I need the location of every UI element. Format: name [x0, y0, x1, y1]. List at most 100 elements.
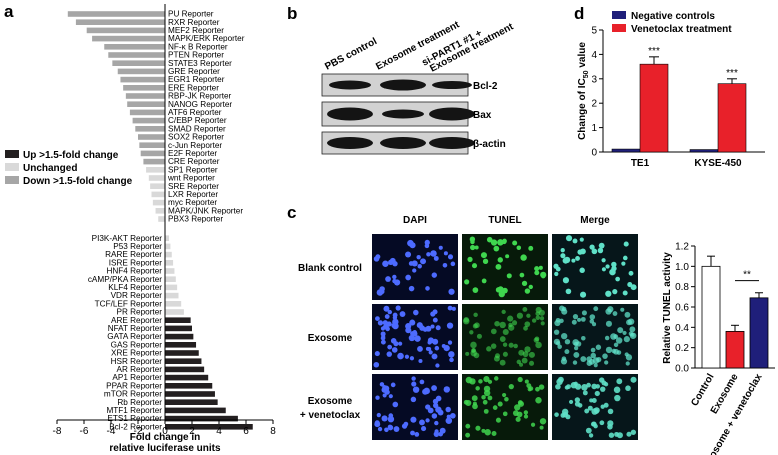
cell-nucleus [384, 427, 389, 433]
band-label: Bax [473, 110, 492, 121]
cell-nucleus [534, 266, 540, 272]
category-label: TE1 [631, 158, 650, 169]
reporter-bar [165, 391, 215, 397]
cell-nucleus [470, 244, 476, 251]
reporter-label: RBP-JK Reporter [168, 92, 232, 101]
significance-mark: *** [726, 68, 738, 79]
cell-nucleus [589, 244, 595, 250]
cell-nucleus [595, 344, 602, 350]
column-header: Merge [580, 215, 610, 226]
cell-nucleus [577, 249, 583, 255]
legend-label: Venetoclax treatment [631, 24, 732, 35]
cell-nucleus [561, 332, 568, 340]
reporter-bar [108, 52, 165, 58]
cell-nucleus [409, 356, 415, 361]
cell-nucleus [526, 313, 531, 318]
reporter-bar [129, 109, 165, 116]
cell-nucleus [514, 404, 521, 411]
cell-nucleus [470, 239, 475, 245]
cell-nucleus [416, 254, 421, 260]
reporter-label: ARE Reporter [111, 316, 162, 325]
cell-nucleus [383, 305, 390, 312]
cell-nucleus [495, 417, 501, 423]
cell-nucleus [417, 346, 423, 352]
cell-nucleus [502, 392, 507, 398]
legend-label: Negative controls [631, 11, 715, 22]
cell-nucleus [392, 315, 398, 320]
cell-nucleus [596, 356, 602, 363]
x-tick-label: 0 [162, 426, 168, 437]
y-tick-label: 5 [591, 26, 597, 37]
y-axis-title: Change of IC50 value [577, 42, 590, 140]
cell-nucleus [412, 268, 417, 273]
reporter-bar [165, 358, 202, 364]
reporter-bar [132, 117, 165, 124]
cell-nucleus [398, 341, 403, 346]
cell-nucleus [591, 248, 598, 255]
cell-nucleus [515, 416, 521, 422]
tunel-bar [701, 265, 721, 369]
x-tick-label: 6 [243, 426, 249, 437]
cell-nucleus [502, 351, 508, 357]
x-axis-title-line: Fold change in [130, 432, 201, 443]
reporter-label: MTF1 Reporter [106, 406, 162, 415]
cell-nucleus [480, 252, 487, 259]
cell-nucleus [611, 261, 617, 268]
cell-nucleus [554, 412, 559, 417]
cell-nucleus [603, 402, 609, 408]
cell-nucleus [383, 385, 390, 392]
cell-nucleus [613, 342, 619, 348]
tunel-microscopy: DAPI TUNEL Merge Blank control Exosome Exosom… [298, 215, 638, 440]
cell-nucleus [556, 378, 563, 386]
row-label: Blank control [298, 263, 362, 274]
significance-mark: ** [743, 270, 751, 281]
cell-nucleus [553, 263, 559, 269]
cell-nucleus [373, 361, 380, 368]
reporter-bar [123, 85, 165, 91]
cell-nucleus [478, 379, 483, 384]
blot-band [429, 137, 475, 149]
legend-swatch [612, 24, 626, 32]
cell-nucleus [612, 311, 618, 316]
tunel-bar [725, 330, 745, 369]
reporter-label: NANOG Reporter [168, 100, 232, 109]
reporter-label: cAMP/PKA Reporter [88, 275, 162, 284]
cell-nucleus [522, 306, 528, 312]
cell-nucleus [579, 237, 584, 242]
reporter-bar [165, 235, 170, 241]
cell-nucleus [377, 426, 383, 432]
cell-nucleus [511, 320, 518, 326]
cell-nucleus [611, 348, 617, 354]
cell-nucleus [623, 336, 630, 343]
cell-nucleus [591, 408, 598, 415]
cell-nucleus [379, 382, 385, 387]
reporter-bar [165, 424, 253, 430]
cell-nucleus [626, 431, 632, 437]
cell-nucleus [470, 349, 477, 357]
y-tick-label: 1.0 [675, 262, 689, 273]
cell-nucleus [554, 271, 559, 277]
cell-nucleus [584, 408, 590, 414]
cell-nucleus [430, 324, 435, 329]
reporter-bar [135, 126, 165, 132]
cell-nucleus [582, 390, 588, 396]
cell-nucleus [484, 429, 491, 436]
cell-nucleus [513, 343, 518, 349]
cell-nucleus [419, 379, 425, 385]
cell-nucleus [605, 320, 612, 327]
cell-nucleus [610, 333, 617, 340]
cell-nucleus [494, 376, 499, 381]
reporter-label: PR Reporter [116, 308, 162, 317]
cell-nucleus [388, 413, 394, 418]
cell-nucleus [393, 426, 400, 432]
reporter-bar [165, 374, 209, 381]
reporter-bar [165, 383, 213, 389]
cell-nucleus [386, 351, 393, 357]
cell-nucleus [451, 306, 456, 311]
cell-nucleus [565, 235, 573, 242]
cell-nucleus [428, 350, 433, 355]
cell-nucleus [472, 287, 479, 294]
reporter-bar [165, 342, 197, 348]
cell-nucleus [572, 339, 579, 346]
